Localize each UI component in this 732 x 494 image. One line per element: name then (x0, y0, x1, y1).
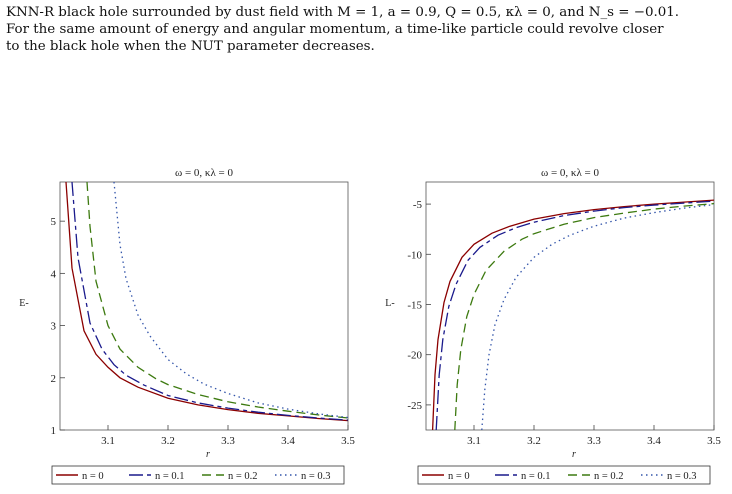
caption-line-2: For the same amount of energy and angula… (6, 22, 664, 37)
energy-plot-frame (59, 181, 349, 431)
energy-xtick-label: 3.2 (161, 435, 175, 447)
energy-ylabel: E- (19, 298, 28, 309)
momentum-xtick-label: 3.4 (647, 435, 661, 447)
figure-caption: KNN-R black hole surrounded by dust fiel… (6, 4, 728, 55)
momentum-legend-label: n = 0.2 (594, 471, 624, 482)
energy-xtick-label: 3.1 (101, 435, 115, 447)
energy-legend-label: n = 0.1 (155, 471, 185, 482)
energy-series-3 (113, 182, 348, 419)
momentum-legend-label: n = 0.1 (521, 471, 551, 482)
chart-angular-momentum-svg: ω = 0, κλ = 0 3.1 3.2 3.3 3.4 3.5 -5 -10 -15 -20 -… (385, 167, 721, 485)
momentum-legend-label: n = 0 (448, 471, 470, 482)
momentum-series-0 (431, 199, 714, 430)
energy-legend-label: n = 0.2 (228, 471, 258, 482)
momentum-ylabel: L- (385, 298, 394, 309)
momentum-xtick-label: 3.3 (587, 435, 601, 447)
energy-ytick-label: 1 (51, 425, 57, 437)
energy-ytick-label: 2 (51, 373, 57, 385)
momentum-ytick-label: -25 (407, 400, 422, 412)
momentum-series-3 (481, 203, 714, 430)
momentum-ytick-label: -10 (407, 249, 422, 261)
momentum-title: ω = 0, κλ = 0 (541, 167, 600, 179)
momentum-xtick-label: 3.5 (707, 435, 721, 447)
chart-angular-momentum: ω = 0, κλ = 0 3.1 3.2 3.3 3.4 3.5 -5 -10 -15 -20 -… (366, 160, 721, 490)
energy-xlabel: r (206, 449, 210, 460)
momentum-xtick-label: 3.1 (467, 435, 481, 447)
caption-line-3: to the black hole when the NUT parameter… (6, 39, 375, 54)
energy-ytick-label: 4 (51, 268, 57, 280)
momentum-ytick-label: -15 (407, 299, 422, 311)
energy-series-2 (86, 182, 348, 419)
energy-xtick-label: 3.4 (281, 435, 295, 447)
energy-title: ω = 0, κλ = 0 (175, 167, 234, 179)
energy-xtick-label: 3.5 (341, 435, 355, 447)
momentum-legend-label: n = 0.3 (667, 471, 697, 482)
momentum-ytick-label: -20 (407, 350, 422, 362)
momentum-plot-frame (425, 181, 715, 431)
chart-energy: ω = 0, κλ = 0 3.1 3.2 3.3 3.4 3.5 1 2 3 4 5 r E-n = … (0, 160, 355, 490)
energy-legend-label: n = 0 (82, 471, 104, 482)
momentum-xtick-label: 3.2 (527, 435, 541, 447)
momentum-series-2 (454, 202, 714, 430)
energy-xtick-label: 3.3 (221, 435, 235, 447)
energy-legend (51, 465, 345, 485)
momentum-legend (417, 465, 711, 485)
momentum-ytick-label: -5 (413, 199, 423, 211)
energy-series-1 (71, 182, 348, 421)
energy-ytick-label: 3 (51, 321, 57, 333)
chart-energy-svg: ω = 0, κλ = 0 3.1 3.2 3.3 3.4 3.5 1 2 3 4 5 r E-n = … (19, 167, 355, 485)
momentum-series-1 (435, 200, 714, 430)
momentum-xlabel: r (572, 449, 576, 460)
energy-legend-label: n = 0.3 (301, 471, 331, 482)
energy-ytick-label: 5 (51, 216, 57, 228)
caption-line-1: KNN-R black hole surrounded by dust fiel… (6, 5, 680, 20)
